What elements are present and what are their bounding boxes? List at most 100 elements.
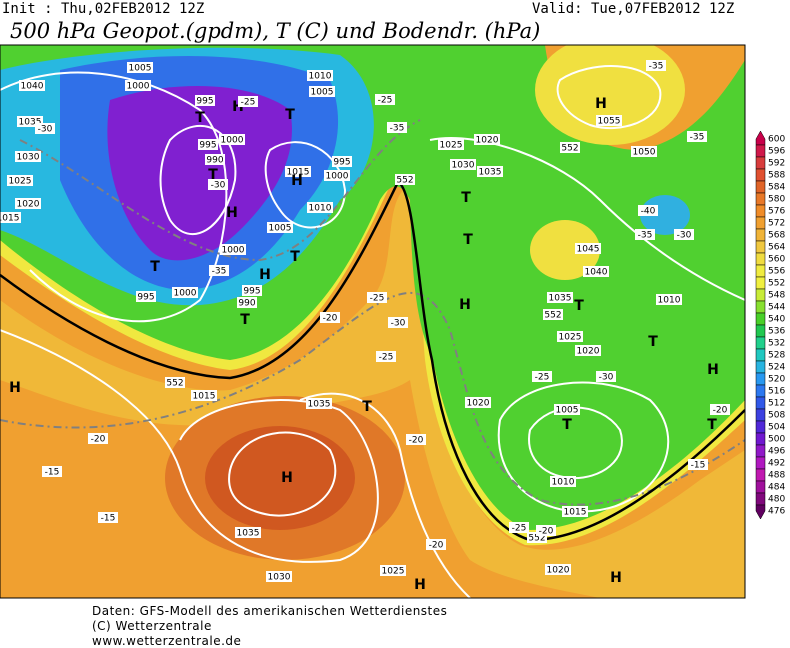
contour-label: 552 (396, 176, 413, 186)
colorbar-label: 576 (768, 207, 785, 217)
contour-label: 1035 (19, 118, 42, 128)
contour-label-box (195, 95, 215, 106)
pressure-symbol: H (281, 470, 293, 486)
field-bump (530, 220, 600, 280)
isotherm (19, 119, 421, 262)
contour-label: 995 (196, 97, 213, 107)
colorbar-swatch (755, 216, 766, 230)
colorbar-swatch (755, 480, 766, 494)
contour-label-box (209, 265, 229, 276)
footer-line: Daten: GFS-Modell des amerikanischen Wet… (92, 604, 447, 618)
contour-label: 995 (333, 158, 350, 168)
contour-label-box (532, 371, 552, 382)
contour-label: 1000 (174, 289, 197, 299)
colorbar-label: 600 (768, 135, 785, 145)
contour-label: 1030 (17, 153, 40, 163)
colorbar-swatch (755, 360, 766, 374)
contour-label-box (15, 151, 41, 162)
contour-label: 1005 (269, 224, 292, 234)
colorbar-label: 476 (768, 507, 785, 517)
pressure-symbol: H (9, 380, 21, 396)
map-title: 500 hPa Geopot.(gpdm), T (C) und Bodendr… (10, 19, 540, 43)
pressure-symbol: T (648, 334, 658, 350)
contour-label: 1020 (577, 347, 600, 357)
pressure-symbol: T (195, 110, 205, 126)
contour-label: 1025 (382, 567, 405, 577)
contour-label-box (367, 292, 387, 303)
pressure-symbol: T (463, 232, 473, 248)
colorbar-swatch (755, 492, 766, 506)
contour-label-box (98, 512, 118, 523)
contour-label: 1045 (577, 245, 600, 255)
colorbar-label: 528 (768, 351, 785, 361)
colorbar-label: 496 (768, 447, 785, 457)
colorbar-label: 492 (768, 459, 785, 469)
colorbar-swatch (755, 264, 766, 278)
contour-label-box (136, 291, 156, 302)
contour-label-box (638, 205, 658, 216)
colorbar-label: 484 (768, 483, 785, 493)
contour-label-box (125, 80, 151, 91)
contour-label: -25 (378, 96, 393, 106)
contour-label-box (306, 398, 332, 409)
contour-label-box (267, 222, 293, 233)
contour-label: -25 (535, 373, 550, 383)
colorbar-swatch (755, 456, 766, 470)
colorbar-label: 596 (768, 147, 785, 157)
colorbar-swatch (755, 504, 766, 520)
contour-label: 1035 (479, 168, 502, 178)
colorbar-label: 564 (768, 243, 785, 253)
contour-label: -20 (429, 541, 444, 551)
contour-label-box (388, 317, 408, 328)
contour-label-box (406, 434, 426, 445)
contour-label-box (0, 212, 21, 223)
contour-label: 1020 (17, 200, 40, 210)
contour-label: 995 (199, 141, 216, 151)
colorbar-swatch (755, 372, 766, 386)
contour-label-box (307, 202, 333, 213)
contour-label-box (596, 115, 622, 126)
contour-label: 1035 (237, 529, 260, 539)
contour-label-box (562, 506, 588, 517)
contour-label-box (477, 166, 503, 177)
contour-label-box (527, 532, 547, 543)
contour-label: -35 (638, 231, 653, 241)
colorbar-label: 548 (768, 291, 785, 301)
isobar (299, 392, 471, 598)
colorbar-label: 552 (768, 279, 785, 289)
contour-label: -15 (101, 514, 116, 524)
pressure-symbol: T (290, 249, 300, 265)
contour-label-box (172, 287, 198, 298)
contour-label: 1040 (21, 82, 44, 92)
colorbar-swatch (755, 444, 766, 458)
isobar (159, 124, 237, 236)
contour-label: -40 (641, 207, 656, 217)
contour-label: -25 (512, 524, 527, 534)
contour-label-box (376, 351, 396, 362)
contour-label: 1010 (309, 72, 332, 82)
contour-label: 552 (561, 144, 578, 154)
contour-label-box (545, 564, 571, 575)
colorbar-swatch (755, 384, 766, 398)
pressure-symbol: T (461, 190, 471, 206)
colorbar-swatch (755, 324, 766, 338)
field-576 (0, 185, 745, 598)
contour-label: 1010 (658, 296, 681, 306)
contour-label: 1005 (556, 406, 579, 416)
colorbar-label: 540 (768, 315, 785, 325)
contour-label: -25 (370, 294, 385, 304)
isobar (228, 431, 337, 517)
colorbar-label: 504 (768, 423, 785, 433)
contour-label: 1015 (0, 214, 19, 224)
contour-label: 1025 (559, 333, 582, 343)
contour-label-box (656, 294, 682, 305)
colorbar-label: 520 (768, 375, 785, 385)
pressure-symbol: H (259, 267, 271, 283)
map-frame (0, 44, 746, 599)
contour-label-box (219, 134, 245, 145)
contour-label-box (332, 156, 352, 167)
footer-line: www.wetterzentrale.de (92, 634, 241, 648)
contour-label-box (557, 331, 583, 342)
